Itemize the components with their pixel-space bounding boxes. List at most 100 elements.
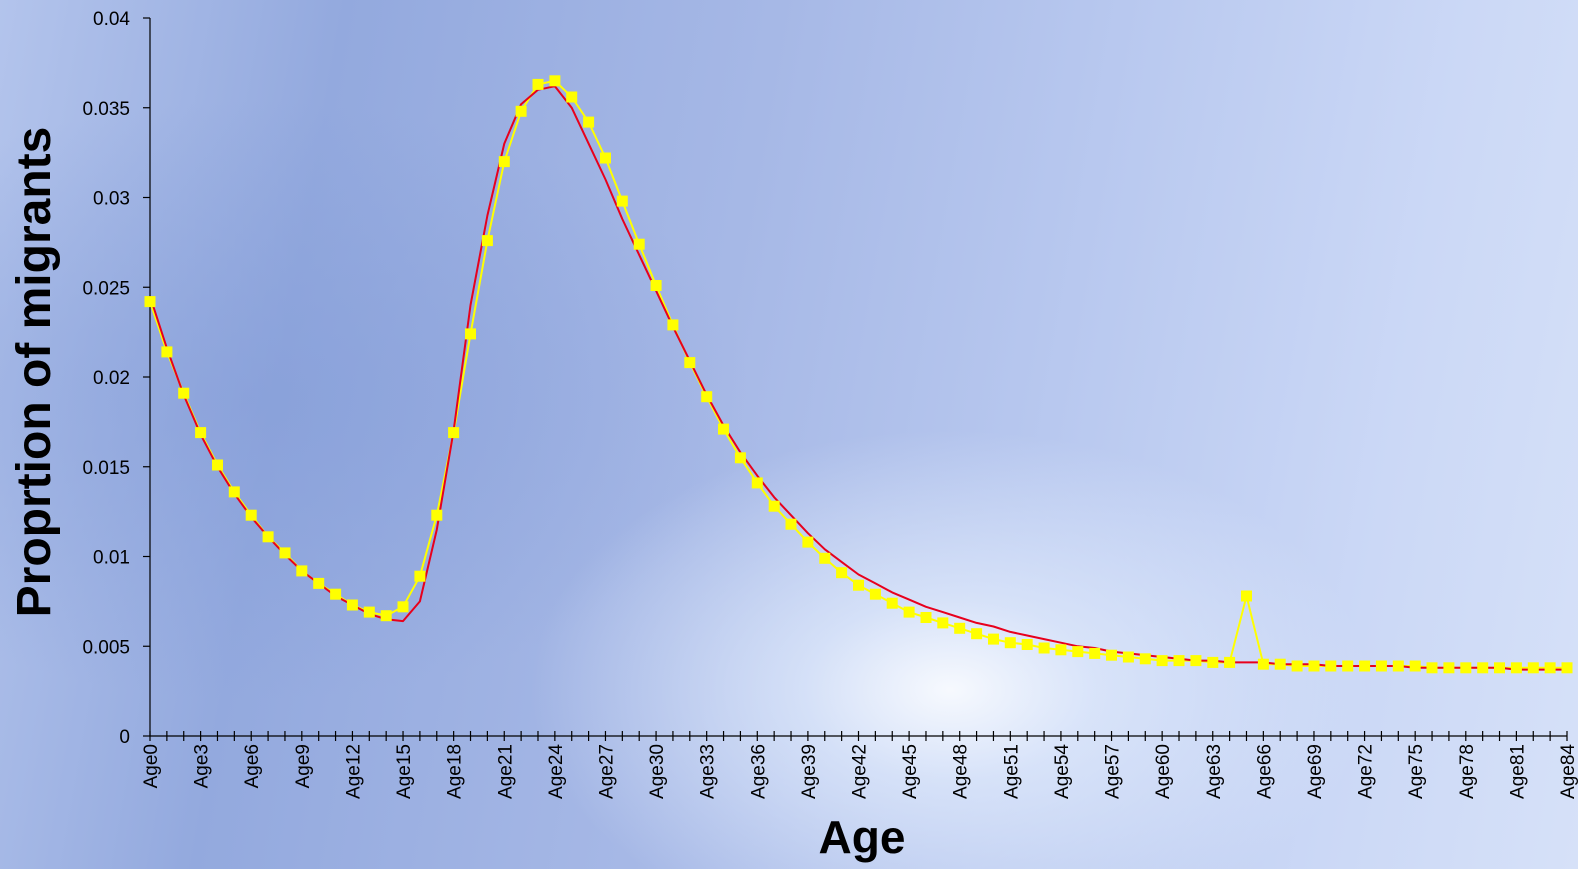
series-0-marker: [1544, 662, 1556, 674]
series-0-marker: [313, 577, 325, 589]
x-tick-label: Age45: [900, 744, 921, 799]
series-0-marker: [886, 597, 898, 609]
x-tick-label: Age6: [242, 744, 263, 788]
series-0-marker: [718, 423, 729, 435]
x-axis-title: Age: [819, 811, 906, 863]
x-tick-label: Age3: [192, 744, 213, 788]
series-0-marker: [1257, 658, 1269, 670]
x-tick-label: Age12: [343, 744, 364, 799]
series-0-marker: [616, 195, 628, 207]
x-tick-label: Age48: [951, 744, 972, 799]
x-tick-label: Age21: [495, 744, 516, 799]
series-0-marker: [600, 152, 611, 164]
series-0-marker: [684, 357, 696, 369]
series-0-marker: [971, 628, 983, 640]
x-tick-label: Age54: [1052, 744, 1073, 799]
series-0-marker: [549, 75, 561, 87]
series-0-marker: [937, 617, 949, 629]
series-0-marker: [1510, 662, 1522, 674]
series-0-marker: [1207, 656, 1219, 668]
series-0-marker: [1241, 590, 1252, 602]
series-0-marker: [397, 601, 409, 613]
y-tick-label: 0.025: [82, 278, 130, 299]
series-0-marker: [1443, 662, 1455, 674]
series-0-marker: [667, 319, 679, 331]
series-0-marker: [498, 156, 510, 168]
series-0-marker: [1409, 660, 1421, 672]
y-tick-label: 0.035: [82, 99, 130, 120]
series-0-marker: [1477, 662, 1489, 674]
series-0-marker: [481, 235, 493, 247]
x-tick-label: Age15: [394, 744, 415, 799]
x-tick-label: Age33: [698, 744, 719, 799]
series-0-marker: [869, 588, 881, 600]
y-tick-label: 0.04: [93, 9, 130, 30]
series-0-marker: [431, 509, 443, 521]
series-0-marker: [1460, 662, 1472, 674]
series-0-marker: [920, 612, 932, 623]
series-0-marker: [1089, 647, 1101, 659]
series-0-marker: [1375, 660, 1387, 672]
x-tick-label: Age63: [1204, 744, 1225, 799]
series-0-marker: [279, 547, 291, 559]
series-0-marker: [465, 328, 476, 340]
series-0-marker: [212, 459, 223, 471]
y-axis-title: Proprtion of migrants: [8, 127, 61, 618]
series-0-marker: [1561, 662, 1573, 674]
series-0-marker: [988, 633, 999, 645]
series-0-marker: [650, 280, 662, 291]
series-0-marker: [1342, 660, 1354, 672]
x-tick-label: Age81: [1507, 744, 1528, 799]
series-0-marker: [768, 500, 780, 512]
series-0-marker: [144, 296, 156, 308]
y-tick-label: 0.03: [93, 189, 130, 210]
series-0-marker: [195, 427, 207, 439]
x-tick-label: Age78: [1457, 744, 1478, 799]
series-0-marker: [245, 509, 257, 521]
series-0-marker: [1139, 653, 1151, 665]
series-0-marker: [1527, 662, 1539, 674]
y-tick-label: 0.005: [82, 637, 130, 658]
x-tick-label: Age42: [850, 744, 871, 799]
x-tick-label: Age27: [596, 744, 617, 799]
x-tick-label: Age30: [647, 744, 668, 799]
x-tick-label: Age9: [293, 744, 314, 788]
series-0-marker: [448, 427, 460, 439]
x-tick-label: Age75: [1406, 744, 1427, 799]
series-0-marker: [633, 238, 645, 250]
series-0-marker: [1308, 660, 1320, 672]
x-tick-label: Age24: [546, 744, 567, 799]
series-0-marker: [751, 477, 763, 489]
x-tick-label: Age57: [1103, 744, 1124, 799]
series-0-marker: [1325, 660, 1337, 672]
series-0-marker: [802, 536, 814, 548]
y-tick-label: 0: [119, 727, 130, 748]
series-0-marker: [363, 606, 375, 618]
series-0-marker: [1173, 655, 1185, 667]
series-0-marker: [330, 588, 342, 600]
series-0-marker: [296, 565, 308, 577]
series-0-marker: [734, 452, 746, 464]
series-layer: [144, 75, 1573, 674]
series-0-marker: [1055, 644, 1067, 656]
series-0-marker: [1426, 662, 1438, 674]
series-0-marker: [228, 486, 240, 498]
series-0-marker: [178, 387, 190, 399]
series-0-marker: [701, 391, 713, 403]
series-0-marker: [1494, 662, 1505, 674]
series-0-marker: [566, 91, 578, 103]
y-axis: 0 0.005 0.01 0.015 0.02 0.025 0.03 0.035 0.04: [82, 9, 151, 748]
y-tick-label: 0.01: [93, 548, 130, 569]
x-axis: Age0 Age3 Age6 Age9 Age12 Age15 Age18 Age21 Age2…: [141, 731, 1578, 799]
series-0-marker: [819, 552, 831, 564]
x-tick-label: Age60: [1153, 744, 1174, 799]
x-tick-label: Age66: [1254, 744, 1275, 799]
series-0-marker: [1122, 651, 1134, 663]
series-0-marker: [414, 570, 426, 582]
x-tick-label: Age39: [799, 744, 820, 799]
series-0-marker: [1021, 639, 1033, 650]
series-0-marker: [1224, 656, 1236, 668]
series-0-marker: [346, 599, 358, 611]
series-0-marker: [836, 567, 848, 579]
series-0-marker: [1106, 649, 1117, 661]
